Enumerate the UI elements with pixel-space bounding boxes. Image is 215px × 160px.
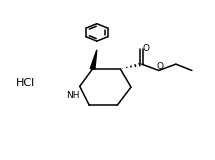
Text: O: O: [142, 44, 149, 53]
Text: HCl: HCl: [16, 78, 35, 88]
Polygon shape: [90, 50, 97, 69]
Text: NH: NH: [66, 91, 80, 100]
Text: O: O: [156, 63, 163, 72]
